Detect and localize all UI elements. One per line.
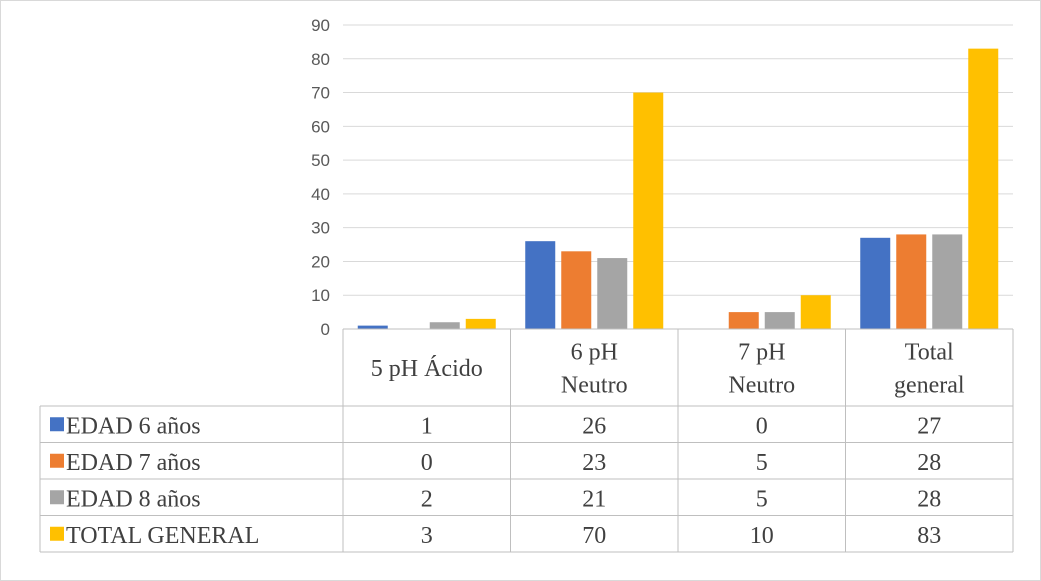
table-cell: 83 xyxy=(917,523,941,549)
series-name: EDAD 6 años xyxy=(66,413,201,439)
legend-key xyxy=(50,453,64,468)
y-tick-label: 40 xyxy=(311,185,330,204)
y-axis: 0 10 20 30 40 50 60 70 80 90 xyxy=(311,16,330,339)
category-label: Neutro xyxy=(561,373,628,399)
table-cell: 28 xyxy=(917,450,941,476)
bar xyxy=(728,312,759,329)
series-name: EDAD 7 años xyxy=(66,450,201,476)
y-tick-label: 80 xyxy=(311,50,330,69)
table-cell: 0 xyxy=(421,450,433,476)
table-cell: 10 xyxy=(750,523,774,549)
bar xyxy=(764,312,795,329)
data-table: 5 pH Ácido 6 pH Neutro 7 pH Neutro Total gener… xyxy=(39,328,1014,553)
category-label: Total xyxy=(905,340,954,366)
table-cell: 5 xyxy=(756,450,768,476)
bar xyxy=(896,234,927,329)
bar xyxy=(968,48,999,329)
y-tick-label: 30 xyxy=(311,219,330,238)
bar xyxy=(860,237,891,329)
y-tick-label: 0 xyxy=(321,320,330,339)
bar xyxy=(633,92,664,329)
table-cell: 1 xyxy=(421,413,433,439)
legend-key xyxy=(50,417,64,432)
bar xyxy=(429,322,460,329)
legend-key xyxy=(50,490,64,505)
series-name: TOTAL GENERAL xyxy=(66,523,259,549)
y-tick-label: 60 xyxy=(311,117,330,136)
legend-key xyxy=(50,526,64,541)
bar xyxy=(800,295,831,329)
y-tick-label: 90 xyxy=(311,16,330,35)
bars xyxy=(357,48,999,329)
table-cell: 23 xyxy=(582,450,606,476)
y-tick-label: 50 xyxy=(311,151,330,170)
category-label: general xyxy=(894,373,965,399)
category-label: 5 pH Ácido xyxy=(371,356,483,382)
bar xyxy=(597,258,628,329)
y-tick-label: 70 xyxy=(311,84,330,103)
bar xyxy=(561,251,592,329)
table-cell: 0 xyxy=(756,413,768,439)
table-cell: 27 xyxy=(917,413,941,439)
table-cell: 28 xyxy=(917,486,941,512)
series-name: EDAD 8 años xyxy=(66,486,201,512)
y-tick-label: 20 xyxy=(311,252,330,271)
table-cell: 26 xyxy=(582,413,606,439)
table-cell: 5 xyxy=(756,486,768,512)
bar xyxy=(932,234,963,329)
table-cell: 3 xyxy=(421,523,433,549)
category-label: 6 pH xyxy=(571,340,618,366)
y-tick-label: 10 xyxy=(311,286,330,305)
category-label: Neutro xyxy=(728,373,795,399)
table-cell: 70 xyxy=(582,523,606,549)
table-cell: 21 xyxy=(582,486,606,512)
bar xyxy=(357,325,388,329)
table-cell: 2 xyxy=(421,486,433,512)
bar xyxy=(525,241,556,329)
category-label: 7 pH xyxy=(738,340,785,366)
bar xyxy=(465,318,496,329)
